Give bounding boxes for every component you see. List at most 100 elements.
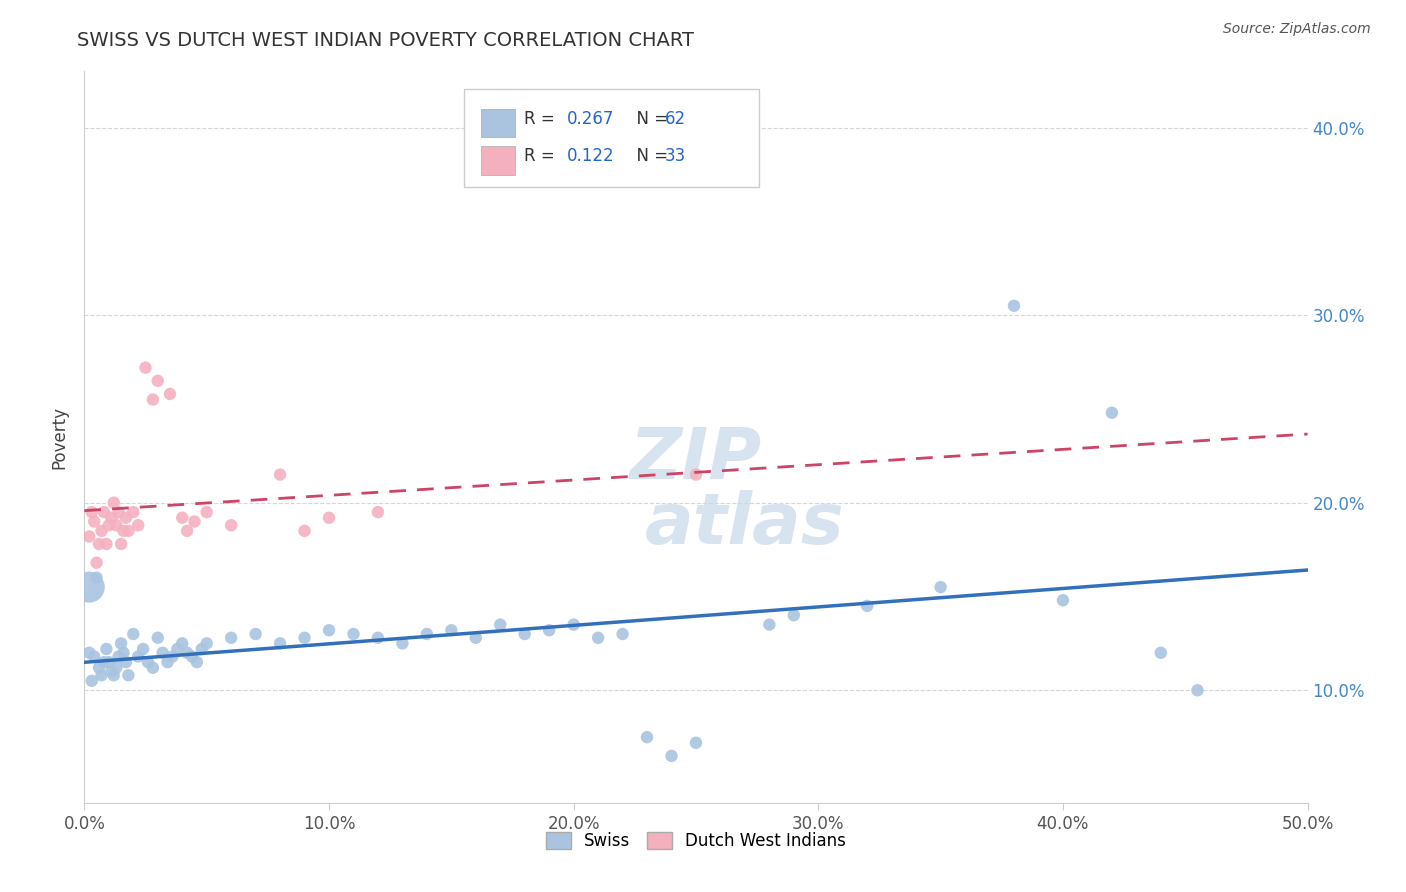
- Point: [783, 608, 806, 623]
- Point: [100, 665, 122, 679]
- Text: R =: R =: [524, 147, 561, 165]
- Point: [172, 636, 194, 650]
- Text: 0.267: 0.267: [567, 110, 614, 128]
- Point: [122, 505, 145, 519]
- Point: [195, 505, 218, 519]
- Point: [440, 624, 463, 638]
- Point: [90, 524, 112, 538]
- Point: [136, 655, 159, 669]
- Point: [86, 571, 108, 585]
- Point: [135, 360, 157, 375]
- Point: [105, 518, 128, 533]
- Point: [112, 646, 135, 660]
- Point: [1052, 593, 1074, 607]
- Point: [96, 642, 118, 657]
- Point: [93, 655, 115, 669]
- Point: [489, 617, 512, 632]
- Point: [219, 631, 242, 645]
- Point: [77, 580, 100, 594]
- Point: [103, 496, 125, 510]
- Point: [112, 524, 135, 538]
- Point: [1101, 406, 1123, 420]
- Point: [318, 624, 340, 638]
- Point: [195, 636, 218, 650]
- Point: [117, 524, 139, 538]
- Text: 33: 33: [665, 147, 686, 165]
- Point: [1150, 646, 1173, 660]
- Point: [117, 668, 139, 682]
- Point: [115, 510, 138, 524]
- Text: atlas: atlas: [645, 491, 845, 559]
- Point: [115, 655, 138, 669]
- Point: [87, 661, 110, 675]
- Text: N =: N =: [626, 110, 673, 128]
- Point: [162, 649, 184, 664]
- Point: [142, 661, 165, 675]
- Point: [318, 510, 340, 524]
- Point: [929, 580, 952, 594]
- Point: [586, 631, 609, 645]
- Point: [685, 736, 707, 750]
- Point: [636, 730, 658, 744]
- Point: [77, 529, 100, 543]
- Point: [127, 649, 149, 664]
- Point: [367, 505, 389, 519]
- Point: [107, 649, 129, 664]
- Point: [181, 649, 204, 664]
- Point: [83, 649, 105, 664]
- Point: [110, 636, 132, 650]
- Point: [661, 748, 683, 763]
- Point: [186, 655, 208, 669]
- Point: [269, 467, 291, 482]
- Point: [342, 627, 364, 641]
- Point: [80, 673, 103, 688]
- Text: R =: R =: [524, 110, 561, 128]
- Point: [294, 524, 316, 538]
- Point: [219, 518, 242, 533]
- Point: [856, 599, 879, 613]
- Point: [87, 537, 110, 551]
- Point: [245, 627, 267, 641]
- Point: [97, 655, 120, 669]
- Point: [107, 505, 129, 519]
- Point: [132, 642, 155, 657]
- Point: [146, 374, 169, 388]
- Point: [391, 636, 413, 650]
- Point: [176, 524, 198, 538]
- Point: [142, 392, 165, 407]
- Point: [127, 518, 149, 533]
- Point: [513, 627, 536, 641]
- Legend: Swiss, Dutch West Indians: Swiss, Dutch West Indians: [538, 825, 853, 856]
- Text: ZIP: ZIP: [630, 425, 762, 493]
- Text: N =: N =: [626, 147, 673, 165]
- Text: 62: 62: [665, 110, 686, 128]
- Y-axis label: Poverty: Poverty: [51, 406, 69, 468]
- Point: [97, 518, 120, 533]
- Point: [1187, 683, 1209, 698]
- Point: [77, 646, 100, 660]
- Point: [105, 661, 128, 675]
- Point: [562, 617, 585, 632]
- Point: [86, 556, 108, 570]
- Text: 0.122: 0.122: [567, 147, 614, 165]
- Point: [80, 505, 103, 519]
- Point: [1002, 299, 1025, 313]
- Point: [159, 387, 181, 401]
- Point: [538, 624, 561, 638]
- Point: [152, 646, 174, 660]
- Point: [96, 537, 118, 551]
- Point: [183, 515, 205, 529]
- Point: [176, 646, 198, 660]
- Point: [464, 631, 486, 645]
- Point: [100, 510, 122, 524]
- Point: [166, 642, 188, 657]
- Point: [367, 631, 389, 645]
- Point: [90, 668, 112, 682]
- Point: [122, 627, 145, 641]
- Point: [83, 515, 105, 529]
- Text: SWISS VS DUTCH WEST INDIAN POVERTY CORRELATION CHART: SWISS VS DUTCH WEST INDIAN POVERTY CORRE…: [77, 31, 695, 50]
- Point: [758, 617, 780, 632]
- Point: [612, 627, 634, 641]
- Point: [146, 631, 169, 645]
- Point: [191, 642, 214, 657]
